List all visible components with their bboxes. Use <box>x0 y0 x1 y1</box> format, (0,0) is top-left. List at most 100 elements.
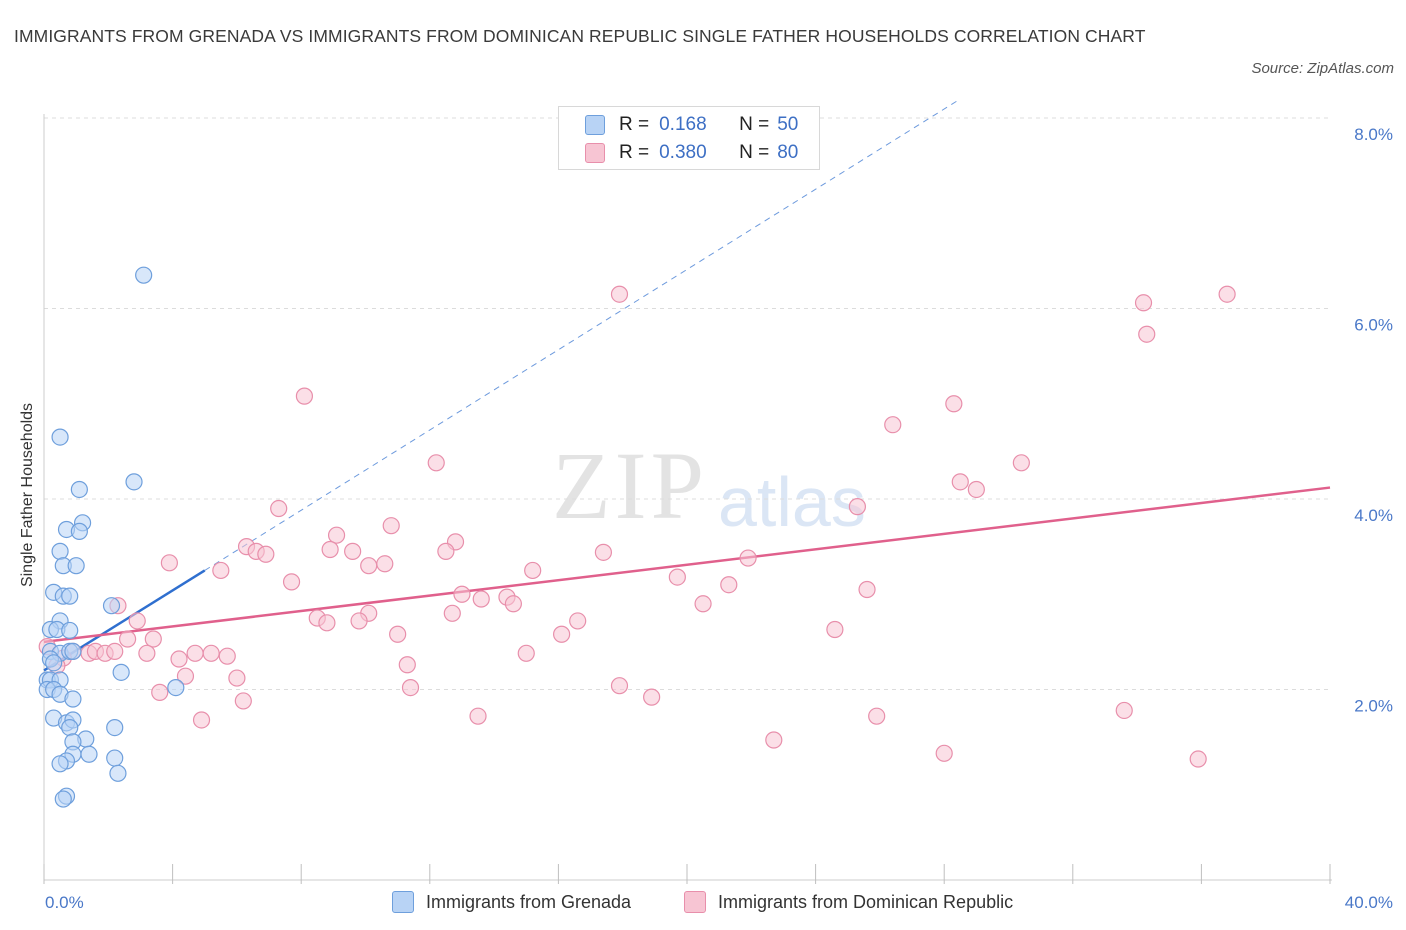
grenada-point <box>109 764 127 782</box>
dominican-point <box>401 678 420 697</box>
dominican-point <box>472 590 490 608</box>
dominican-point <box>360 557 378 575</box>
dominican-swatch <box>585 143 605 163</box>
legend-item-dominican: Immigrants from Dominican Republic <box>684 888 1013 916</box>
dominican-point <box>858 580 876 599</box>
dominican-point <box>295 387 314 405</box>
grenada-legend-swatch <box>392 891 414 913</box>
dominican-point <box>376 555 394 573</box>
r-value: 0.168 <box>659 114 707 135</box>
grenada-point <box>45 654 63 672</box>
dominican-point <box>720 576 738 594</box>
r-label: R = <box>619 114 650 135</box>
dominican-point <box>884 416 902 434</box>
dominican-point <box>398 656 416 674</box>
grenada-point <box>51 542 69 560</box>
dominican-point <box>453 585 471 603</box>
grid-lines <box>44 117 1330 690</box>
grenada-point <box>135 266 153 284</box>
r-label: R = <box>619 142 650 163</box>
correlation-legend: R = 0.168 N = 50 R = 0.380 N = 80 <box>558 106 820 170</box>
dominican-point <box>945 395 963 413</box>
dominican-point <box>118 630 137 648</box>
dominican-point <box>553 625 571 643</box>
dominican-point <box>517 644 535 662</box>
dominican-point <box>228 669 246 687</box>
dominican-point <box>848 498 866 516</box>
chart-title: IMMIGRANTS FROM GRENADA VS IMMIGRANTS FR… <box>14 26 1146 46</box>
dominican-point <box>350 612 368 630</box>
dominican-point <box>144 630 162 648</box>
dominican-point <box>1189 750 1207 768</box>
grenada-point <box>125 473 143 491</box>
dominican-point <box>765 731 783 749</box>
x-tick-label: 0.0% <box>45 893 84 912</box>
grenada-point <box>70 480 88 499</box>
axes <box>43 114 1332 884</box>
n-label: N = <box>739 114 770 135</box>
grenada-point <box>64 642 82 661</box>
dominican-point <box>427 454 445 472</box>
dominican-point <box>594 543 613 561</box>
dominican-point <box>138 644 156 662</box>
grenada-point <box>67 557 85 575</box>
dominican-point <box>186 644 204 662</box>
dominican-point <box>327 526 346 544</box>
legend-row-dominican: R = 0.380 N = 80 <box>585 140 798 166</box>
watermark-zip: ZIP <box>552 432 708 539</box>
dominican-point <box>106 642 124 661</box>
grenada-point <box>70 522 88 540</box>
y-tick-label: 8.0% <box>1354 125 1393 144</box>
grenada-point <box>54 790 72 808</box>
tick-labels: 2.0% 4.0% 6.0% 8.0% 0.0% 40.0% <box>45 125 1393 912</box>
dominican-point <box>382 517 400 535</box>
grenada-point <box>80 745 98 763</box>
grenada-point <box>61 587 79 605</box>
dominican-point <box>234 692 252 710</box>
dominican-point <box>504 595 522 613</box>
dominican-point <box>967 480 985 499</box>
dominican-point <box>739 549 757 567</box>
dominican-point <box>389 625 407 643</box>
x-tick-label: 40.0% <box>1345 893 1393 912</box>
dominican-point <box>218 647 236 665</box>
dominican-point <box>212 561 230 580</box>
n-value: 80 <box>777 142 799 163</box>
y-tick-label: 2.0% <box>1354 697 1393 716</box>
dominican-point <box>257 545 275 563</box>
dominican-trend-line <box>43 486 1331 644</box>
dominican-point <box>1218 285 1236 303</box>
grenada-swatch <box>585 115 605 135</box>
dominican-point <box>170 650 188 668</box>
dominican-point <box>668 568 686 586</box>
dominican-point <box>1134 294 1153 312</box>
legend-item-grenada: Immigrants from Grenada <box>392 888 631 916</box>
grenada-point <box>167 678 185 697</box>
grenada-point <box>106 749 124 767</box>
n-value: 50 <box>777 114 799 135</box>
n-label: N = <box>739 142 770 163</box>
dominican-point <box>151 683 169 701</box>
dominican-point <box>868 707 886 725</box>
grenada-point <box>61 718 79 737</box>
dominican-point <box>1012 454 1030 472</box>
dominican-point <box>524 561 542 580</box>
grenada-point <box>102 597 121 615</box>
dominican-point <box>160 554 178 572</box>
grenada-point <box>51 428 69 446</box>
dominican-point <box>694 595 712 613</box>
dominican-point <box>437 542 455 560</box>
watermark-atlas: atlas <box>718 463 866 541</box>
dominican-point <box>643 688 661 706</box>
dominican-point <box>826 620 844 639</box>
dominican-point <box>610 677 629 695</box>
dominican-point <box>344 542 362 560</box>
dominican-point <box>176 667 195 685</box>
dominican-legend-label: Immigrants from Dominican Republic <box>718 891 1014 912</box>
r-value: 0.380 <box>659 142 707 163</box>
grenada-trend-extension <box>204 98 961 571</box>
dominican-point <box>951 473 969 491</box>
grenada-point <box>64 690 82 708</box>
dominican-point <box>1138 325 1156 343</box>
